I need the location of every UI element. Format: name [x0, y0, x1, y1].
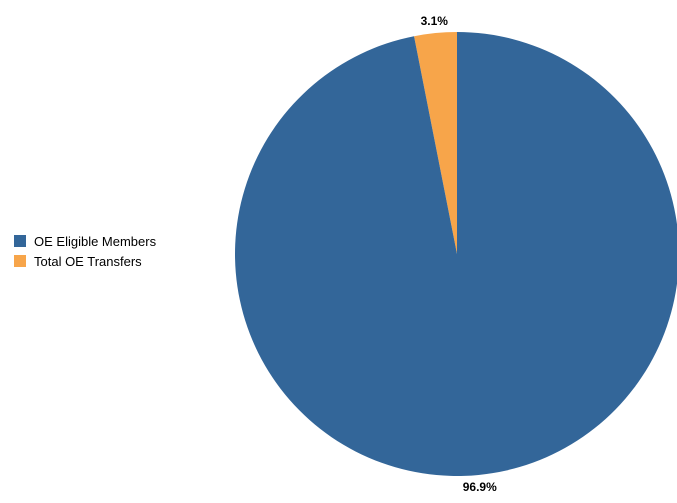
legend: OE Eligible Members Total OE Transfers: [14, 231, 156, 271]
legend-label: Total OE Transfers: [34, 254, 142, 269]
legend-swatch: [14, 255, 26, 267]
data-label: 96.9%: [463, 480, 497, 494]
legend-swatch: [14, 235, 26, 247]
legend-item-total-oe-transfers[interactable]: Total OE Transfers: [14, 251, 156, 271]
legend-item-oe-eligible-members[interactable]: OE Eligible Members: [14, 231, 156, 251]
data-label: 3.1%: [421, 14, 449, 28]
legend-label: OE Eligible Members: [34, 234, 156, 249]
